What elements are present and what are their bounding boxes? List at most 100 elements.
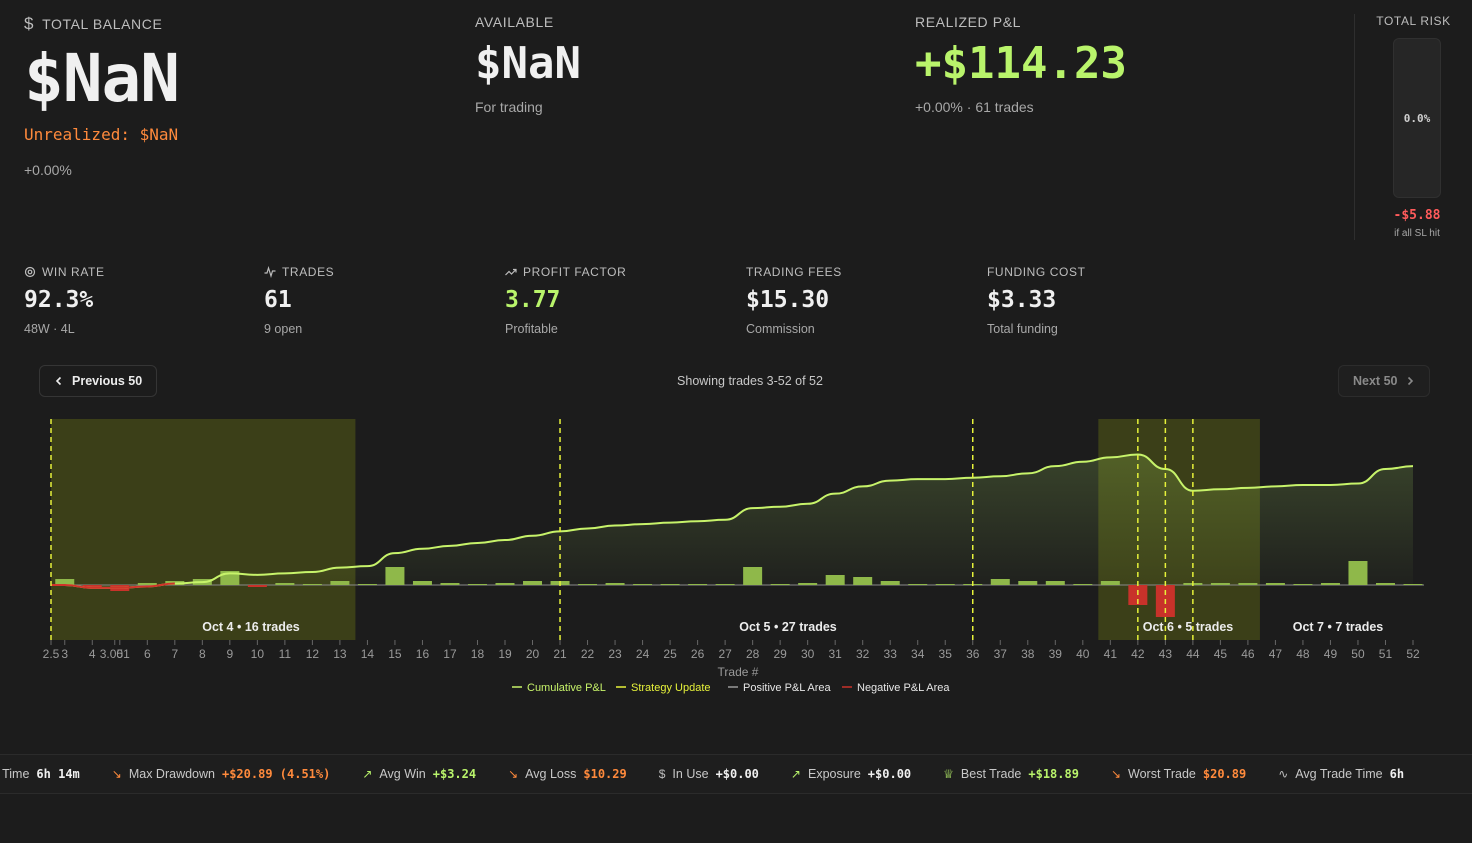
x-tick-label: 5 <box>116 647 123 661</box>
x-tick-label: 22 <box>581 647 595 661</box>
x-tick-label: 23 <box>608 647 622 661</box>
x-tick-label: 15 <box>388 647 402 661</box>
sl-risk-value: -$5.88 <box>1393 208 1441 223</box>
pnl-bar-positive <box>302 584 322 585</box>
realized-label: REALIZED P&L <box>915 14 1022 30</box>
pnl-bar-positive <box>908 584 928 585</box>
day-region-label: Oct 4 • 16 trades <box>202 620 300 634</box>
x-tick-label: 48 <box>1296 647 1310 661</box>
showing-range-text: Showing trades 3-52 of 52 <box>677 374 823 388</box>
x-tick-label: 19 <box>498 647 512 661</box>
pnl-bar-positive <box>1045 581 1065 585</box>
dollar-icon: $ <box>658 767 666 781</box>
next-page-button[interactable]: Next 50 <box>1338 365 1431 397</box>
x-tick-label: 14 <box>361 647 375 661</box>
day-region-highlight <box>51 419 356 640</box>
legend-label: Strategy Update <box>631 682 711 694</box>
legend-label: Positive P&L Area <box>743 682 832 694</box>
pnl-bar-positive <box>853 577 873 585</box>
x-tick-label: 8 <box>199 647 206 661</box>
funding-cost-label: FUNDING COST <box>987 265 1086 279</box>
x-tick-label: 38 <box>1021 647 1035 661</box>
risk-percent: 0.0% <box>1403 111 1431 125</box>
ticker-label: Worst Trade <box>1128 767 1196 781</box>
trend-down-icon: ↘ <box>1110 767 1122 781</box>
available-label: AVAILABLE <box>475 14 554 30</box>
pnl-bar-positive <box>1210 583 1230 585</box>
trading-fees-label: TRADING FEES <box>746 265 842 279</box>
ticker-value: +$18.89 <box>1028 767 1079 781</box>
ticker-label: ade Time <box>0 767 30 781</box>
win-rate-metric: WIN RATE 92.3% 48W · 4L <box>24 265 105 336</box>
pnl-bar-positive <box>825 575 845 585</box>
negative-pnl-line <box>50 582 175 589</box>
realized-value: +$114.23 <box>915 38 1127 89</box>
pnl-bar-positive <box>330 581 350 585</box>
pnl-bar-positive <box>688 584 708 585</box>
funding-cost-sub: Total funding <box>987 322 1058 336</box>
x-tick-label: 32 <box>856 647 870 661</box>
x-tick-label: 6 <box>144 647 151 661</box>
pnl-bar-positive <box>660 584 680 585</box>
x-tick-label: 20 <box>526 647 540 661</box>
trend-up-icon: ↗ <box>790 767 801 781</box>
x-tick-label: 39 <box>1049 647 1063 661</box>
x-tick-label: 3.001 <box>100 647 130 661</box>
ticker-item: ∿ Avg Trade Time 6h <box>1278 767 1404 781</box>
previous-page-label: Previous 50 <box>72 374 143 388</box>
pnl-bar-positive <box>55 579 75 585</box>
dollar-icon: $ <box>24 14 35 33</box>
x-tick-label: 12 <box>306 647 320 661</box>
previous-page-button[interactable]: Previous 50 <box>39 365 158 397</box>
ticker-label: Avg Loss <box>525 767 577 781</box>
ticker-item: ♕ Best Trade +$18.89 <box>943 767 1079 781</box>
ticker-label: Avg Trade Time <box>1295 767 1383 781</box>
ticker-value: +$0.00 <box>867 767 912 781</box>
ticker-value: $10.29 <box>583 767 627 781</box>
target-icon <box>24 266 36 278</box>
x-tick-label: 13 <box>333 647 347 661</box>
x-tick-label: 42 <box>1131 647 1145 661</box>
ticker-value: +$0.00 <box>715 767 759 781</box>
ticker-item: ↗ Avg Win +$3.24 <box>362 767 476 781</box>
pnl-bar-positive <box>633 584 653 585</box>
pnl-bar-positive <box>605 583 625 585</box>
x-tick-label: 10 <box>251 647 265 661</box>
pnl-bar-positive <box>440 583 460 585</box>
pnl-bar-positive <box>743 567 763 585</box>
ticker-label: Avg Win <box>379 767 426 781</box>
pnl-bar-positive <box>495 583 515 585</box>
pnl-bar-positive <box>1100 581 1120 585</box>
chevron-right-icon <box>1408 376 1414 386</box>
win-rate-sub: 48W · 4L <box>24 322 75 336</box>
profit-factor-value: 3.77 <box>505 287 561 313</box>
x-tick-label: 49 <box>1324 647 1338 661</box>
x-tick-label: 16 <box>416 647 430 661</box>
pnl-bar-positive <box>1403 584 1423 585</box>
trading-fees-metric: TRADING FEES $15.30 Commission <box>746 265 842 336</box>
x-tick-label: 47 <box>1269 647 1283 661</box>
x-axis-label: Trade # <box>718 665 759 679</box>
total-risk-label: TOTAL RISK <box>1376 14 1451 28</box>
x-tick-label: 51 <box>1379 647 1393 661</box>
ticker-label: Best Trade <box>960 767 1022 781</box>
funding-cost-value: $3.33 <box>987 287 1057 313</box>
x-tick-label: 9 <box>227 647 234 661</box>
pnl-bar-positive <box>798 583 818 585</box>
x-tick-label: 45 <box>1214 647 1228 661</box>
unrealized-value: Unrealized: $NaN <box>24 125 179 144</box>
pnl-bar-positive <box>578 584 598 585</box>
available-sub: For trading <box>475 99 543 115</box>
pnl-bar-positive <box>1018 581 1038 585</box>
ticker-item: $ In Use +$0.00 <box>659 767 759 781</box>
pnl-chart: Oct 4 • 16 trades Oct 5 • 27 trades Oct 6 … <box>43 419 1424 694</box>
trades-metric: TRADES 61 9 open <box>264 265 334 336</box>
x-tick-label: 17 <box>443 647 457 661</box>
pnl-bar-negative <box>82 585 102 587</box>
total-balance-label: TOTAL BALANCE <box>42 16 163 32</box>
legend-label: Cumulative P&L <box>527 682 606 694</box>
day-region-label: Oct 7 • 7 trades <box>1293 620 1384 634</box>
pnl-bar-positive <box>137 583 157 585</box>
pnl-bar-positive <box>385 567 405 585</box>
pnl-bar-positive <box>770 584 790 585</box>
